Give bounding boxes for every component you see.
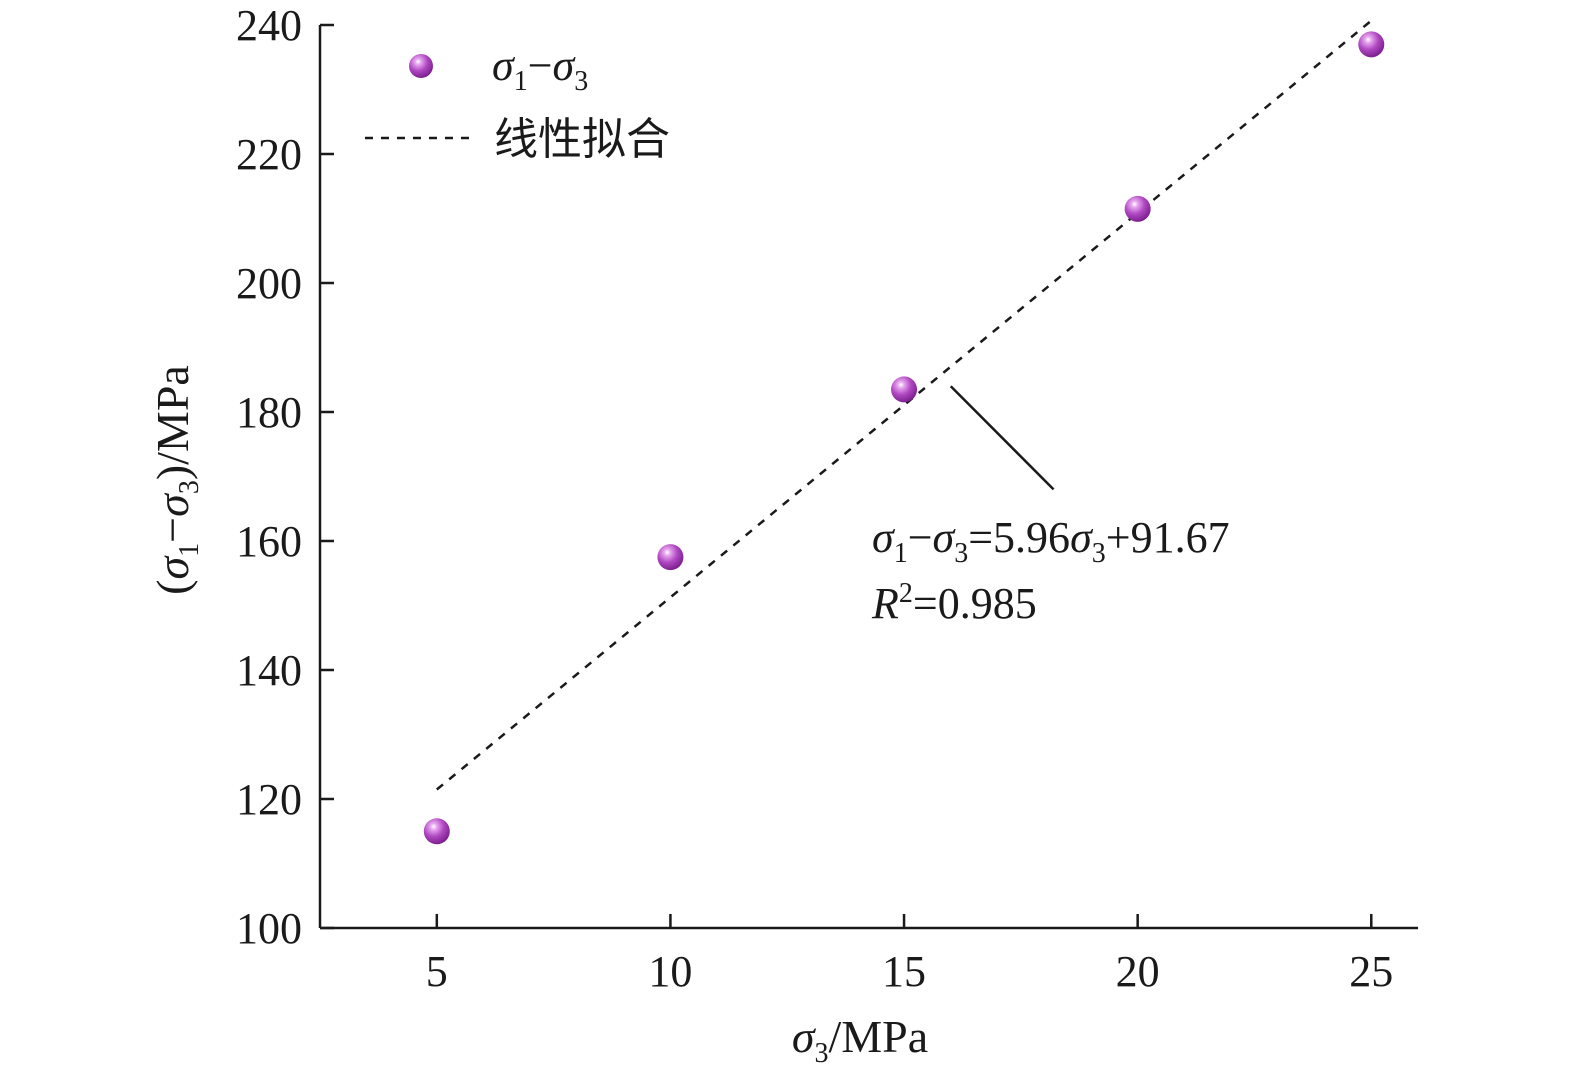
y-tick-label: 100	[236, 904, 302, 953]
data-point	[1124, 195, 1151, 222]
data-point	[657, 544, 684, 571]
y-tick-label: 120	[236, 775, 302, 824]
y-ticks: 100 120 140 160 180 200 220 240	[236, 1, 334, 953]
fit-annotation: σ1−σ3=5.96σ3+91.67 R2=0.985	[871, 385, 1230, 628]
x-tick-label: 10	[648, 947, 692, 996]
x-tick-label: 15	[882, 947, 926, 996]
x-tick-label: 20	[1116, 947, 1160, 996]
y-tick-label: 240	[236, 1, 302, 50]
legend: σ1−σ3 线性拟合	[365, 41, 670, 165]
y-tick-label: 200	[236, 259, 302, 308]
fit-line-layer	[436, 19, 1373, 791]
data-point	[1358, 31, 1385, 58]
x-ticks: 5 10 15 20 25	[426, 914, 1393, 996]
fit-line	[436, 19, 1373, 791]
data-point	[423, 818, 450, 845]
y-tick-label: 220	[236, 130, 302, 179]
scatter-points	[423, 31, 1385, 845]
data-point	[891, 376, 918, 403]
fit-equation: σ1−σ3=5.96σ3+91.67	[872, 513, 1230, 569]
y-axis-title: (σ1−σ3)/MPa	[147, 365, 205, 595]
y-tick-label: 160	[236, 517, 302, 566]
r-squared: R2=0.985	[871, 578, 1037, 628]
legend-scatter-marker	[409, 54, 433, 78]
annotation-pointer	[949, 385, 1055, 491]
y-tick-label: 140	[236, 646, 302, 695]
x-axis-title: σ3/MPa	[792, 1011, 928, 1069]
x-tick-label: 25	[1349, 947, 1393, 996]
y-tick-label: 180	[236, 388, 302, 437]
legend-fit-label: 线性拟合	[494, 114, 670, 165]
x-tick-label: 5	[426, 947, 448, 996]
legend-scatter-label: σ1−σ3	[492, 41, 588, 97]
plot-frame	[318, 25, 1418, 930]
